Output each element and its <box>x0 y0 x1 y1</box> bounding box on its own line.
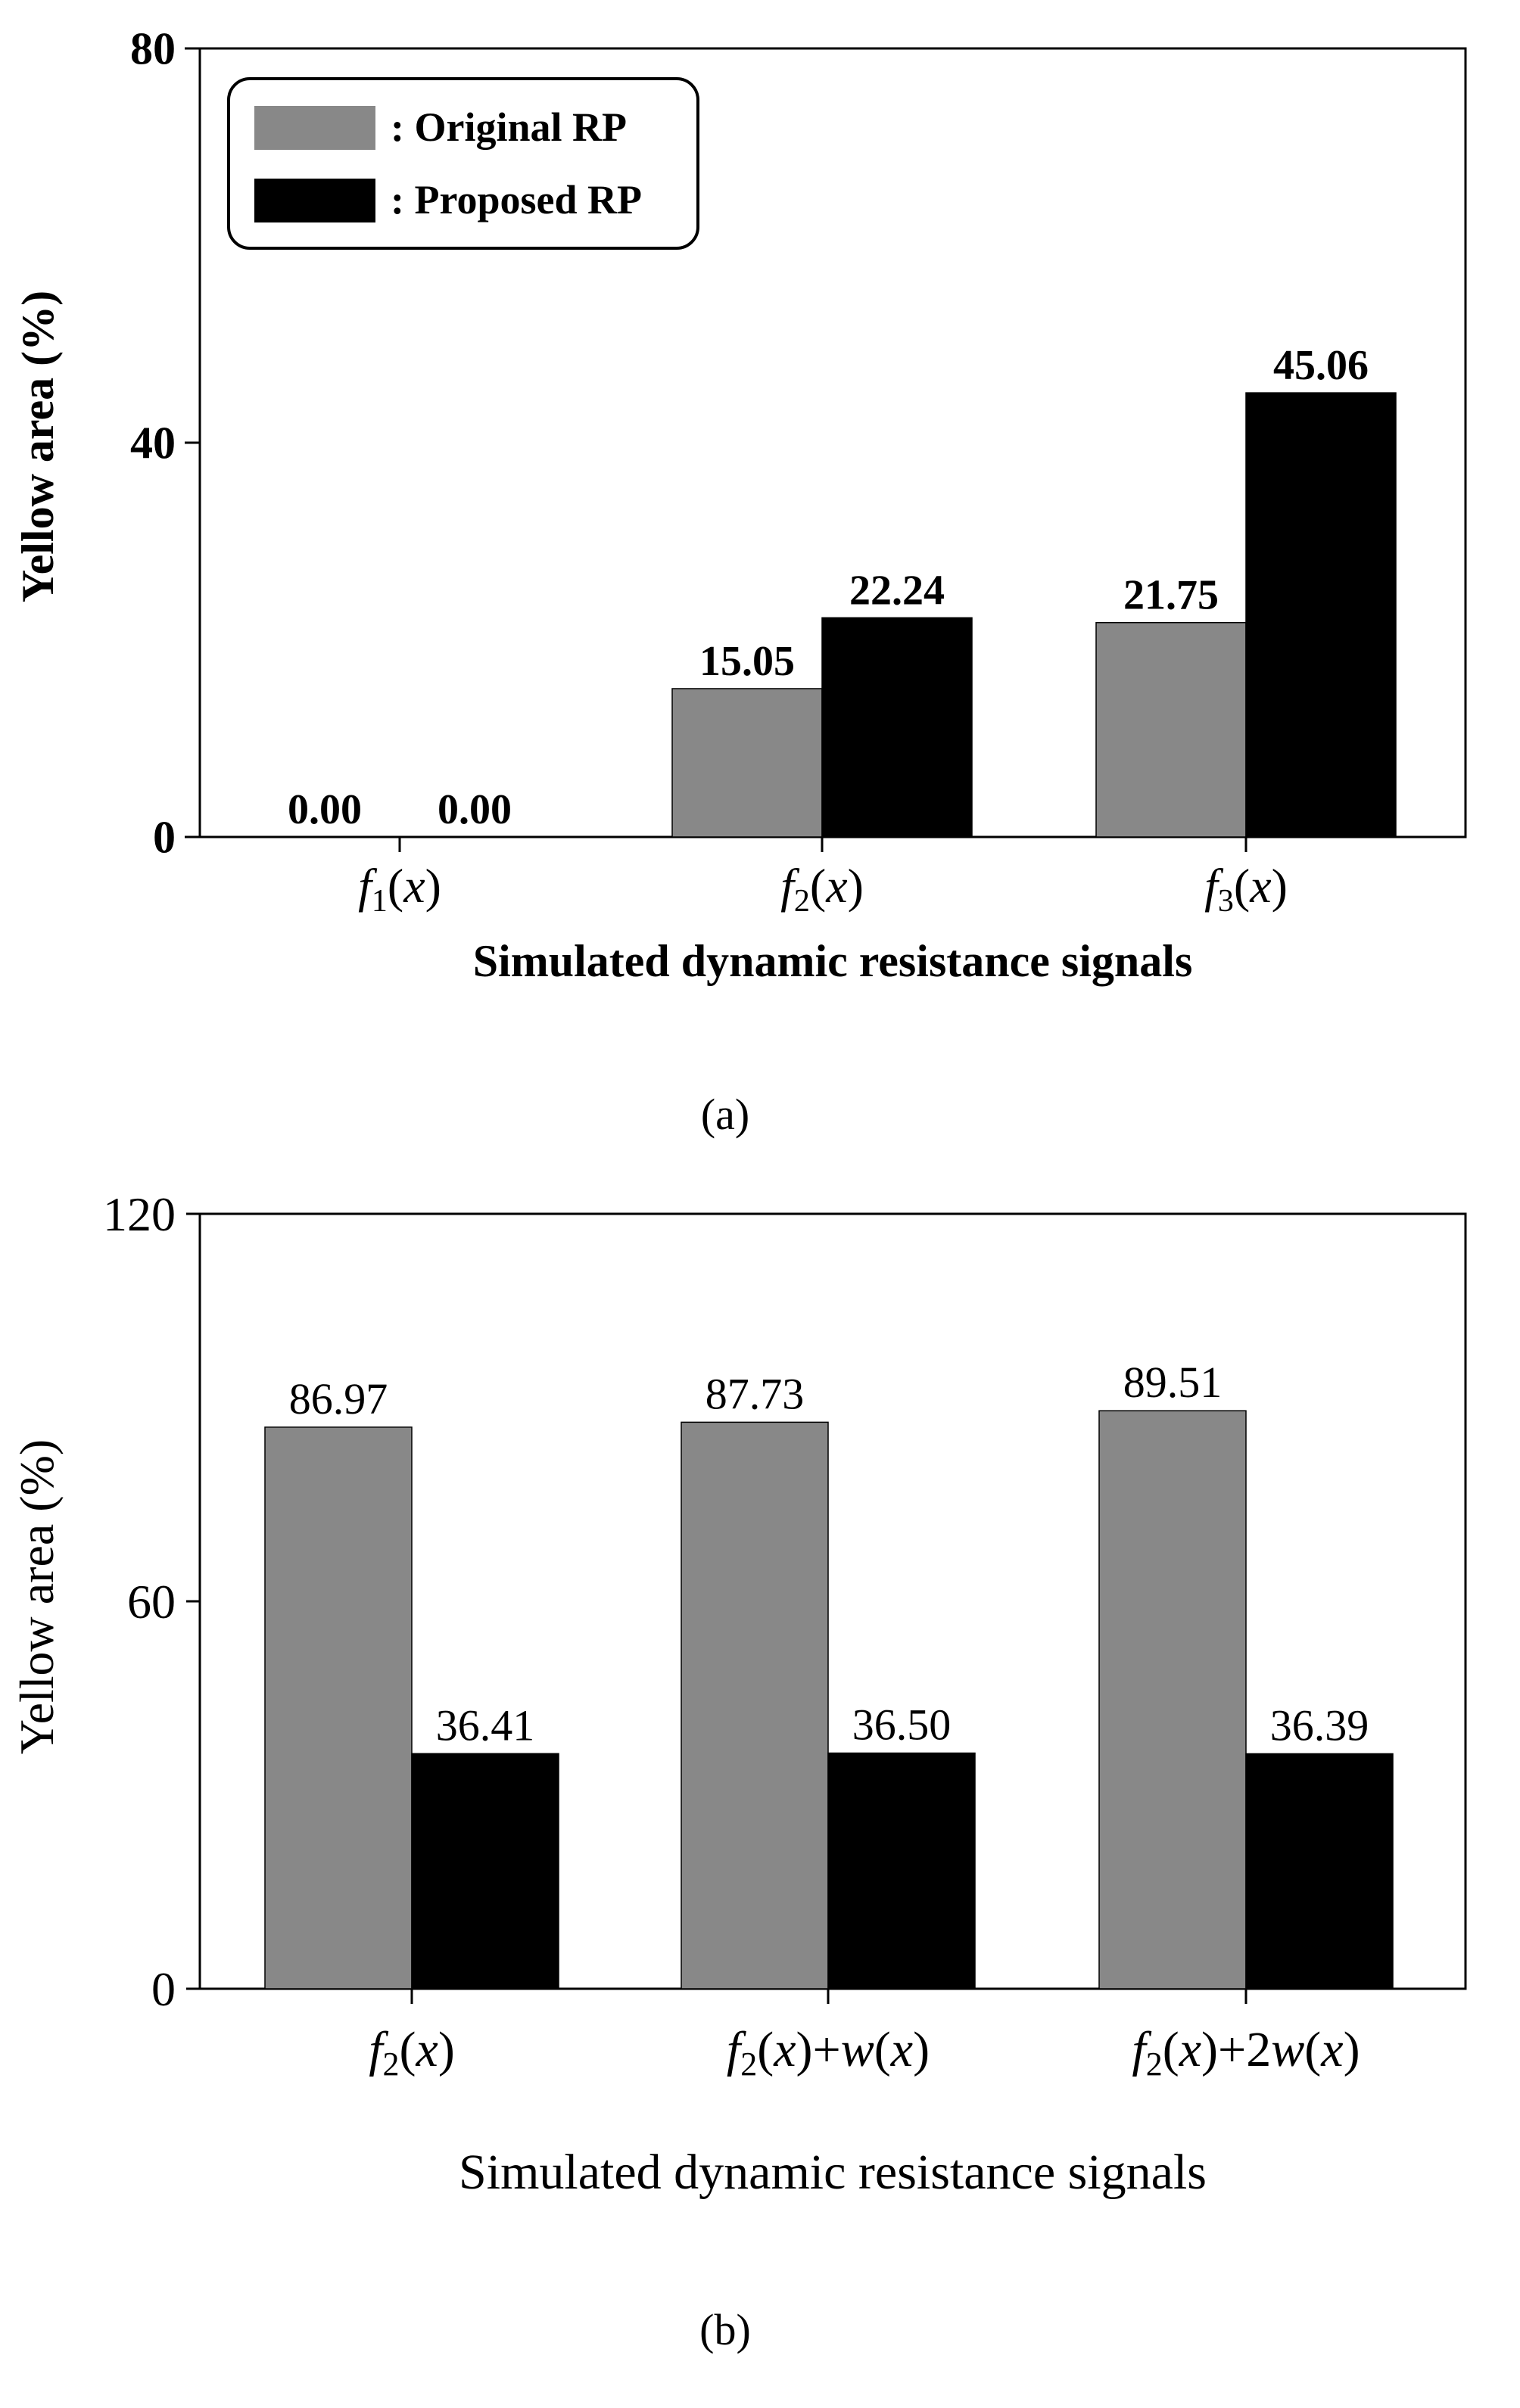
legend-swatch-proposed <box>254 179 375 222</box>
panel-b-bar-original <box>1098 1410 1247 1990</box>
panel-b-y-axis-label: Yellow area (%) <box>10 1439 64 1754</box>
panel-a-bar-value-label: 0.00 <box>288 786 362 833</box>
panel-a-x-tick-label: f3(x) <box>1204 859 1288 919</box>
panel-a-bar-proposed <box>821 617 973 838</box>
panel-a-y-tick-label: 40 <box>130 418 176 468</box>
panel-b-x-tick-label: f2(x)+w(x) <box>727 2022 930 2083</box>
panel-b-y-tick-label: 60 <box>127 1575 176 1629</box>
panel-a-bar-value-label: 0.00 <box>438 786 512 833</box>
panel-b: 0 60 120 86.97 87.73 89.51 36.41 36.50 36.39 f2… <box>10 1187 1467 2354</box>
panel-b-x-tick-label: f2(x)+2w(x) <box>1132 2022 1360 2083</box>
panel-b-caption: (b) <box>699 2305 751 2354</box>
panel-a-bar-proposed <box>1245 392 1397 838</box>
panel-b-bar-proposed <box>411 1753 559 1990</box>
panel-a-x-tick-label: f2(x) <box>780 859 864 919</box>
panel-a-caption: (a) <box>701 1090 749 1139</box>
panel-a: 0 40 80 0.00 15.05 21.75 0.00 22.24 45.06 f1(x)… <box>13 23 1467 1139</box>
panel-a-legend: : Original RP : Proposed RP <box>227 77 699 250</box>
panel-b-x-axis-label: Simulated dynamic resistance signals <box>459 2145 1207 2200</box>
panel-a-x-axis-label: Simulated dynamic resistance signals <box>473 936 1193 986</box>
panel-b-bar-original <box>681 1421 829 1990</box>
panel-b-bar-proposed <box>827 1752 976 1990</box>
panel-a-bar-original <box>1095 621 1247 838</box>
legend-swatch-original <box>254 106 375 150</box>
panel-b-y-tick-label: 120 <box>103 1187 176 1241</box>
panel-b-x-tick-label: f2(x) <box>369 2022 455 2083</box>
panel-a-bar-value-label: 22.24 <box>849 567 945 614</box>
panel-a-y-tick-label: 0 <box>153 812 176 862</box>
panel-a-bar-original <box>671 688 823 838</box>
panel-a-y-tick-label: 80 <box>130 23 176 73</box>
panel-b-bar-value-label: 86.97 <box>289 1374 388 1423</box>
panel-b-bar-value-label: 89.51 <box>1123 1358 1223 1407</box>
panel-b-bar-proposed <box>1245 1753 1394 1990</box>
legend-label-proposed: : Proposed RP <box>391 177 642 222</box>
panel-a-bar-value-label: 21.75 <box>1123 572 1219 619</box>
panel-b-y-tick-label: 0 <box>151 1962 176 2016</box>
panel-b-bar-value-label: 36.41 <box>436 1700 535 1750</box>
panel-b-bar-value-label: 36.39 <box>1270 1700 1369 1750</box>
panel-b-bar-value-label: 87.73 <box>705 1369 805 1418</box>
panel-b-bar-value-label: 36.50 <box>852 1700 952 1750</box>
panel-a-bar-value-label: 45.06 <box>1273 342 1369 389</box>
panel-a-bar-value-label: 15.05 <box>699 638 795 685</box>
panel-a-x-tick-label: f1(x) <box>358 859 441 919</box>
panel-b-bar-original <box>264 1426 413 1990</box>
panel-a-y-axis-label: Yellow area (%) <box>13 291 63 602</box>
legend-label-original: : Original RP <box>391 104 627 150</box>
